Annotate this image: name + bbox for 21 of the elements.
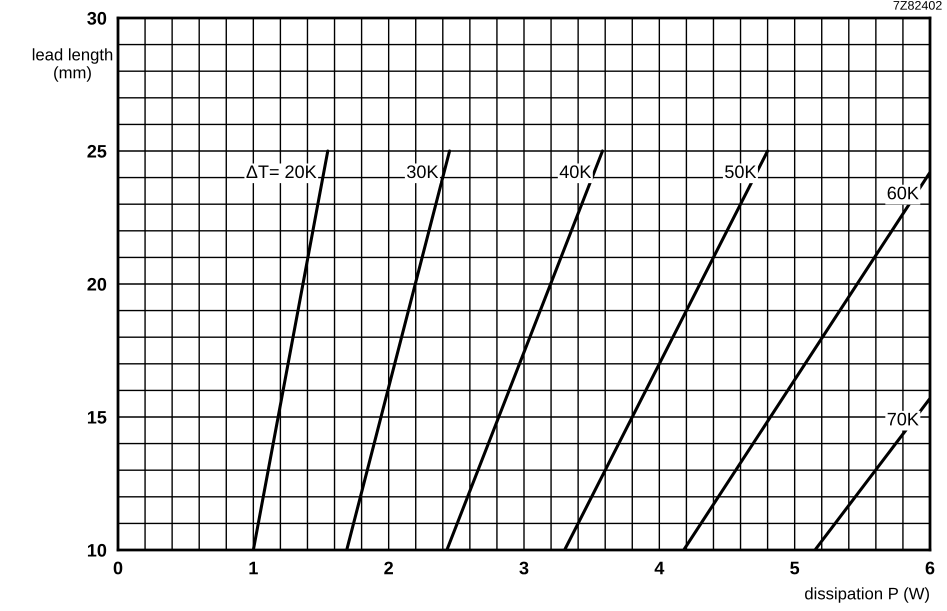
x-tick-label: 4 xyxy=(654,562,664,574)
x-tick-label: 0 xyxy=(114,562,122,574)
y-tick-label: 15 xyxy=(88,411,106,424)
x-tick-label: 2 xyxy=(384,562,393,574)
series-label: 60K xyxy=(888,186,919,200)
y-tick-label: 10 xyxy=(88,544,106,557)
x-axis-title: dissipation P (W) xyxy=(805,587,929,603)
y-tick-label: 25 xyxy=(87,144,106,158)
y-tick-label: 30 xyxy=(87,12,106,25)
x-tick-label: 1 xyxy=(249,562,258,574)
series-label: ΔT= 20K xyxy=(246,165,316,178)
x-tick-label: 5 xyxy=(790,562,800,574)
y-axis-title: lead length (mm) xyxy=(32,48,112,82)
x-tick-label: 3 xyxy=(519,562,528,574)
series-label: 70K xyxy=(888,412,919,426)
series-label: 50K xyxy=(725,165,756,178)
y-tick-label: 20 xyxy=(87,278,106,291)
series-label: 30K xyxy=(407,165,438,178)
x-tick-label: 6 xyxy=(926,562,934,574)
text: 7Z82402 xyxy=(894,0,942,10)
series-label: 40K xyxy=(560,165,592,178)
